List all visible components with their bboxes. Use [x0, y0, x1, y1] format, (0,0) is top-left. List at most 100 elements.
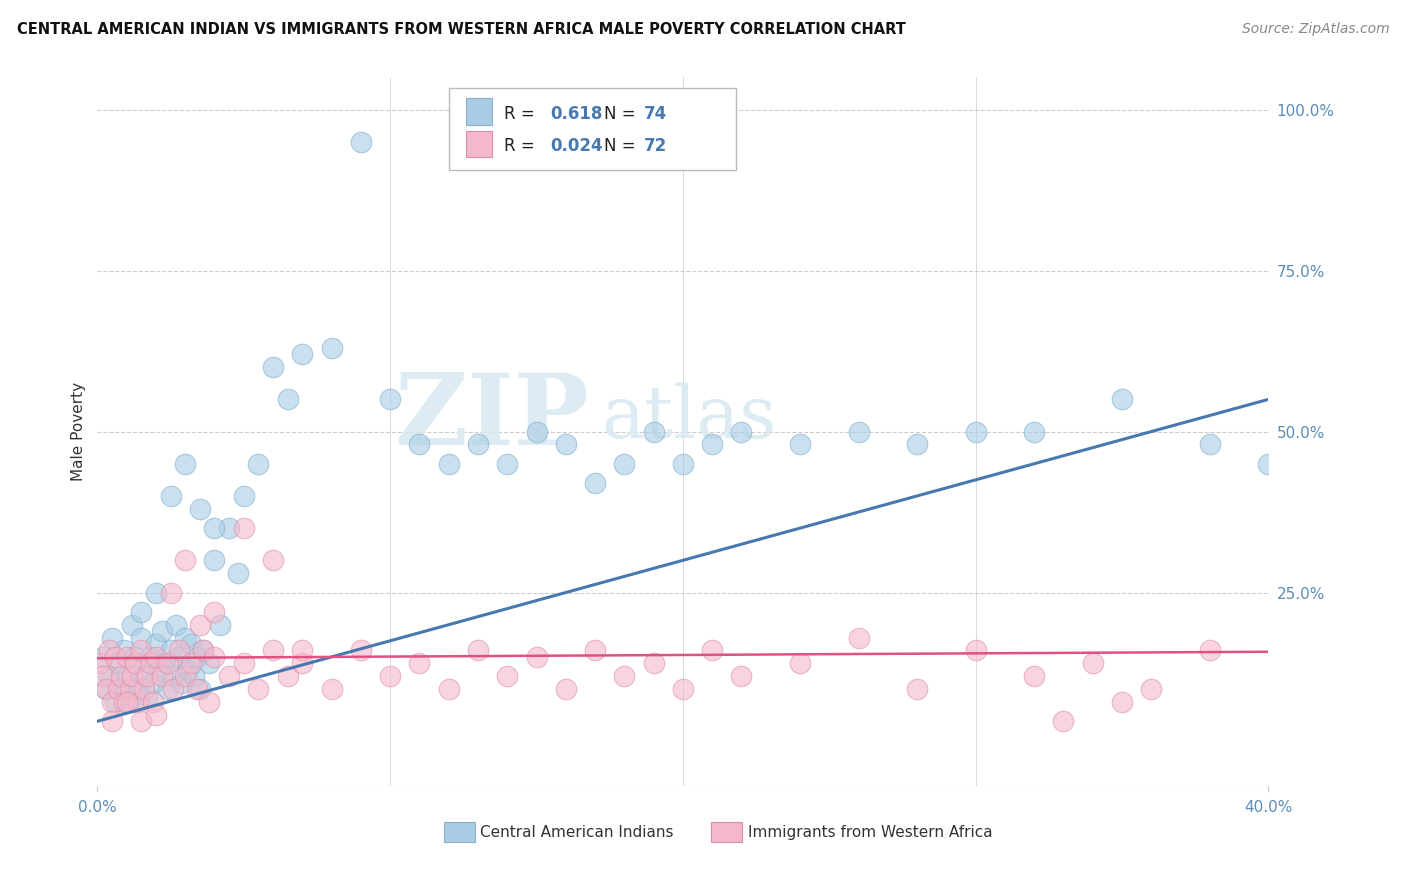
- Point: [496, 457, 519, 471]
- Point: [496, 669, 519, 683]
- Point: [110, 682, 132, 697]
- Text: CENTRAL AMERICAN INDIAN VS IMMIGRANTS FROM WESTERN AFRICA MALE POVERTY CORRELATI: CENTRAL AMERICAN INDIAN VS IMMIGRANTS FR…: [17, 22, 905, 37]
- Text: R =: R =: [503, 104, 540, 122]
- Point: [145, 649, 167, 664]
- Point: [148, 663, 170, 677]
- Point: [672, 682, 695, 697]
- Point: [1140, 682, 1163, 697]
- Point: [1024, 425, 1046, 439]
- Point: [277, 669, 299, 683]
- Point: [789, 657, 811, 671]
- Point: [142, 695, 165, 709]
- Point: [177, 663, 200, 677]
- Point: [107, 682, 129, 697]
- Point: [247, 682, 270, 697]
- Point: [1024, 669, 1046, 683]
- Point: [1199, 437, 1222, 451]
- Point: [1111, 695, 1133, 709]
- FancyBboxPatch shape: [449, 88, 735, 169]
- Point: [115, 695, 138, 709]
- Point: [112, 643, 135, 657]
- Point: [186, 682, 208, 697]
- Point: [180, 657, 202, 671]
- Point: [730, 669, 752, 683]
- Point: [848, 425, 870, 439]
- Point: [204, 553, 226, 567]
- Point: [232, 489, 254, 503]
- Point: [526, 425, 548, 439]
- Point: [378, 669, 401, 683]
- Point: [129, 643, 152, 657]
- Point: [159, 643, 181, 657]
- Point: [115, 669, 138, 683]
- Point: [129, 605, 152, 619]
- Point: [321, 682, 343, 697]
- Text: Immigrants from Western Africa: Immigrants from Western Africa: [748, 824, 993, 839]
- Point: [702, 643, 724, 657]
- Point: [98, 669, 121, 683]
- Point: [145, 637, 167, 651]
- Point: [180, 637, 202, 651]
- Point: [905, 682, 928, 697]
- Point: [905, 437, 928, 451]
- Point: [101, 695, 124, 709]
- Point: [104, 649, 127, 664]
- Point: [112, 695, 135, 709]
- Point: [672, 457, 695, 471]
- Point: [204, 605, 226, 619]
- Point: [437, 682, 460, 697]
- Point: [94, 682, 117, 697]
- Bar: [467, 130, 492, 158]
- Text: R =: R =: [503, 137, 540, 155]
- Point: [107, 657, 129, 671]
- Bar: [467, 98, 492, 125]
- Point: [232, 521, 254, 535]
- Point: [91, 669, 114, 683]
- Point: [262, 553, 284, 567]
- Point: [89, 657, 111, 671]
- Point: [291, 643, 314, 657]
- Point: [150, 669, 173, 683]
- Point: [104, 695, 127, 709]
- Point: [848, 631, 870, 645]
- Point: [159, 585, 181, 599]
- Point: [134, 669, 156, 683]
- Point: [350, 643, 373, 657]
- Text: atlas: atlas: [600, 382, 776, 452]
- Text: Source: ZipAtlas.com: Source: ZipAtlas.com: [1241, 22, 1389, 37]
- Point: [174, 669, 197, 683]
- Point: [583, 476, 606, 491]
- Point: [145, 585, 167, 599]
- Point: [153, 657, 176, 671]
- Point: [139, 657, 162, 671]
- Point: [169, 643, 191, 657]
- Point: [408, 657, 430, 671]
- Point: [408, 437, 430, 451]
- Point: [165, 617, 187, 632]
- Point: [218, 669, 240, 683]
- Point: [643, 657, 665, 671]
- Point: [613, 457, 636, 471]
- Point: [127, 682, 149, 697]
- Point: [1199, 643, 1222, 657]
- Point: [291, 657, 314, 671]
- Point: [467, 437, 489, 451]
- Text: N =: N =: [605, 137, 636, 155]
- Point: [197, 695, 219, 709]
- Point: [101, 714, 124, 729]
- Point: [156, 682, 179, 697]
- Point: [124, 657, 146, 671]
- Point: [118, 682, 141, 697]
- Point: [127, 695, 149, 709]
- Point: [121, 669, 143, 683]
- Point: [643, 425, 665, 439]
- Point: [226, 566, 249, 581]
- Text: ZIP: ZIP: [394, 369, 589, 466]
- Point: [350, 135, 373, 149]
- Point: [291, 347, 314, 361]
- Point: [209, 617, 232, 632]
- Point: [702, 437, 724, 451]
- Point: [186, 649, 208, 664]
- Point: [156, 657, 179, 671]
- Point: [129, 631, 152, 645]
